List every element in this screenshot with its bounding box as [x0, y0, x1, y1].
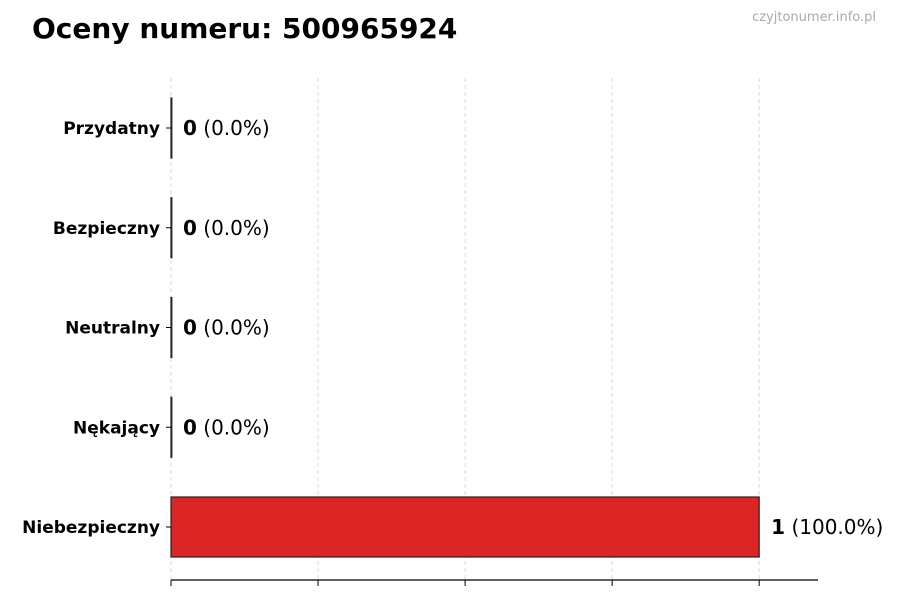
data-label: 0 (0.0%) [183, 216, 270, 240]
bar-przydatny [170, 97, 173, 159]
category-label: Niebezpieczny [22, 518, 160, 538]
data-label: 0 (0.0%) [183, 116, 270, 140]
value-percent: (0.0%) [197, 316, 270, 340]
bar-niebezpieczny [170, 496, 760, 558]
data-label: 1 (100.0%) [771, 515, 883, 539]
category-label: Neutralny [65, 319, 160, 339]
value-count: 0 [183, 116, 197, 140]
bar-neutralny [170, 296, 173, 359]
value-count: 1 [771, 515, 785, 539]
value-count: 0 [183, 216, 197, 240]
chart-title: Oceny numeru: 500965924 [32, 12, 458, 45]
value-percent: (0.0%) [197, 116, 270, 140]
value-count: 0 [183, 316, 197, 340]
category-label: Przydatny [63, 119, 160, 139]
bar-nękający [170, 396, 173, 458]
data-label: 0 (0.0%) [183, 415, 270, 439]
value-percent: (100.0%) [785, 515, 883, 539]
value-percent: (0.0%) [197, 415, 270, 439]
watermark: czyjtonumer.info.pl [752, 10, 876, 25]
category-label: Nękający [73, 418, 160, 438]
data-label: 0 (0.0%) [183, 316, 270, 340]
value-count: 0 [183, 415, 197, 439]
value-percent: (0.0%) [197, 216, 270, 240]
category-label: Bezpieczny [53, 219, 160, 239]
bar-bezpieczny [170, 197, 173, 259]
